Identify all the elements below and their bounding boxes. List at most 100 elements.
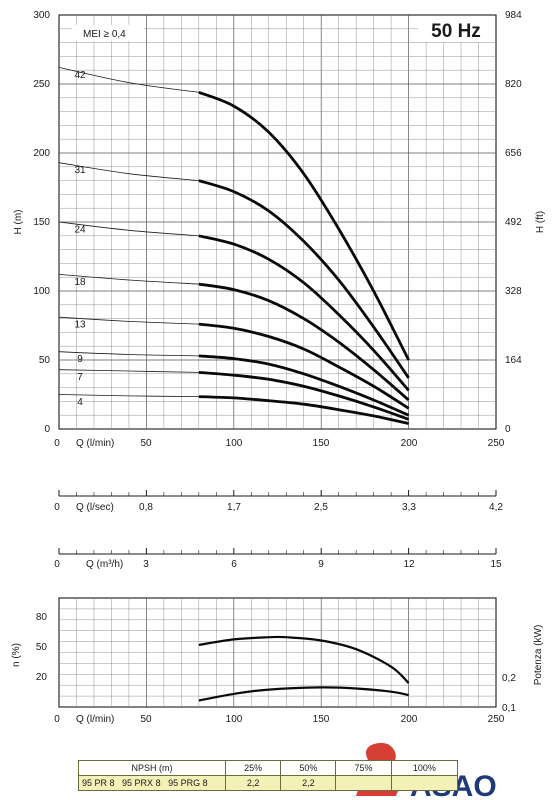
power-y-tick: 0,1 xyxy=(502,703,516,714)
efficiency-chart-grid xyxy=(59,598,496,707)
x-tick: 150 xyxy=(313,438,330,449)
eff-x-axis-title: Q (l/min) xyxy=(76,714,114,725)
head-x-axis: 0 Q (l/min) 50 100 150 200 250 xyxy=(54,438,505,449)
npsh-value-cell: 2,2 xyxy=(224,775,282,791)
lsec-tick: 0,8 xyxy=(139,502,153,513)
y-left-tick: 300 xyxy=(33,10,50,21)
m3h-axis-title: Q (m³/h) xyxy=(86,559,123,570)
frequency-box xyxy=(418,16,495,42)
head-curve-13 xyxy=(198,322,410,410)
model-name: 95 PR 8 xyxy=(82,778,115,788)
power-y-right-ticks: 0,1 0,2 xyxy=(502,673,516,714)
power-y-tick: 0,2 xyxy=(502,673,516,684)
frequency-label: 50 Hz xyxy=(431,21,481,42)
y-left-tick: 0 xyxy=(44,424,50,435)
lsec-axis-title: Q (l/sec) xyxy=(76,502,114,513)
efficiency-y-left-ticks: 20 50 80 xyxy=(36,612,48,683)
y-left-tick: 150 xyxy=(33,217,50,228)
head-y-right-ticks: 0 164 328 492 656 820 984 xyxy=(505,10,522,435)
lsec-tick: 1,7 xyxy=(227,502,241,513)
stage-label: 31 xyxy=(74,165,86,176)
eff-x-tick: 200 xyxy=(401,714,418,725)
npsh-value-cell: 2,2 xyxy=(280,775,337,791)
head-curve-4 xyxy=(198,395,409,425)
power-curve xyxy=(198,686,409,702)
y-right-tick: 492 xyxy=(505,217,522,228)
m3h-tick: 12 xyxy=(403,559,415,570)
head-curves: 42 31 24 18 13 9 7 4 xyxy=(58,67,410,425)
head-curve-7-extension xyxy=(58,369,199,373)
m3h-zero-tick: 0 xyxy=(54,559,60,570)
stage-label: 7 xyxy=(77,372,83,383)
y-right-axis-title: H (ft) xyxy=(535,211,546,233)
y-right-tick: 164 xyxy=(505,355,522,366)
mei-box xyxy=(72,25,144,41)
stage-label: 4 xyxy=(77,397,83,408)
efficiency-curves xyxy=(198,635,410,702)
lsec-tick: 2,5 xyxy=(314,502,328,513)
m3h-tick: 6 xyxy=(231,559,237,570)
head-curve-24-extension xyxy=(58,221,199,237)
eff-y-tick: 50 xyxy=(36,642,48,653)
y-right-tick: 328 xyxy=(505,286,522,297)
y-left-tick: 50 xyxy=(39,355,51,366)
npsh-value-row: 95 PR 8 95 PRX 8 95 PRG 8 2,2 2,2 xyxy=(78,775,459,791)
eff-x-tick: 100 xyxy=(226,714,243,725)
x-zero-tick: 0 xyxy=(54,438,60,449)
head-curve-31 xyxy=(198,179,410,379)
head-curve-42 xyxy=(198,90,410,361)
head-curve-31-extension xyxy=(58,162,199,181)
y-right-tick: 820 xyxy=(505,79,522,90)
stage-label: 24 xyxy=(74,225,86,236)
npsh-header-cell: 75% xyxy=(335,760,392,776)
npsh-table: NPSH (m) 25% 50% 75% 100% 95 PR 8 95 PRX… xyxy=(78,760,459,791)
flow-lsec-axis xyxy=(58,490,497,497)
stage-label: 18 xyxy=(74,277,86,288)
npsh-value-cell xyxy=(390,775,459,791)
y-left-tick: 250 xyxy=(33,79,50,90)
npsh-header-cell: NPSH (m) xyxy=(78,760,226,776)
head-curve-4-extension xyxy=(58,394,199,397)
y-left-axis-title: H (m) xyxy=(13,210,24,235)
y-right-tick: 0 xyxy=(505,424,511,435)
lsec-zero-tick: 0 xyxy=(54,502,60,513)
mei-label: MEI ≥ 0,4 xyxy=(83,29,126,40)
y-right-tick: 984 xyxy=(505,10,522,21)
y-right-tick: 656 xyxy=(505,148,522,159)
eff-x-tick: 50 xyxy=(140,714,152,725)
y-left-tick: 100 xyxy=(33,286,50,297)
eff-y-tick: 80 xyxy=(36,612,48,623)
m3h-tick: 3 xyxy=(143,559,149,570)
head-chart-grid xyxy=(59,15,496,429)
npsh-header-cell: 25% xyxy=(224,760,282,776)
model-name: 95 PRG 8 xyxy=(168,778,208,788)
x-tick: 100 xyxy=(226,438,243,449)
head-curve-9-extension xyxy=(58,351,199,357)
y-left-tick: 200 xyxy=(33,148,50,159)
flow-m3h-axis xyxy=(58,548,497,555)
npsh-header-row: NPSH (m) 25% 50% 75% 100% xyxy=(78,760,459,776)
lsec-tick: 3,3 xyxy=(402,502,416,513)
m3h-tick: 9 xyxy=(318,559,324,570)
stage-label: 9 xyxy=(77,354,83,365)
lsec-tick: 4,2 xyxy=(489,502,503,513)
stage-label: 13 xyxy=(74,320,86,331)
x-tick: 250 xyxy=(488,438,505,449)
npsh-models-cell: 95 PR 8 95 PRX 8 95 PRG 8 xyxy=(78,775,226,791)
npsh-header-cell: 50% xyxy=(280,760,337,776)
x-axis-title: Q (l/min) xyxy=(76,438,114,449)
npsh-value-cell xyxy=(335,775,392,791)
eff-x-tick: 150 xyxy=(313,714,330,725)
power-axis-title: Potenza (kW) xyxy=(533,625,544,686)
head-curve-13-extension xyxy=(58,316,199,325)
efficiency-x-axis: 0 Q (l/min) 50 100 150 200 250 xyxy=(54,714,505,725)
head-curve-18-extension xyxy=(58,274,199,285)
efficiency-curve xyxy=(198,635,410,684)
eff-x-tick: 250 xyxy=(488,714,505,725)
x-tick: 200 xyxy=(401,438,418,449)
eff-y-tick: 20 xyxy=(36,672,48,683)
stage-label: 42 xyxy=(74,70,86,81)
eff-x-zero-tick: 0 xyxy=(54,714,60,725)
model-name: 95 PRX 8 xyxy=(122,778,161,788)
